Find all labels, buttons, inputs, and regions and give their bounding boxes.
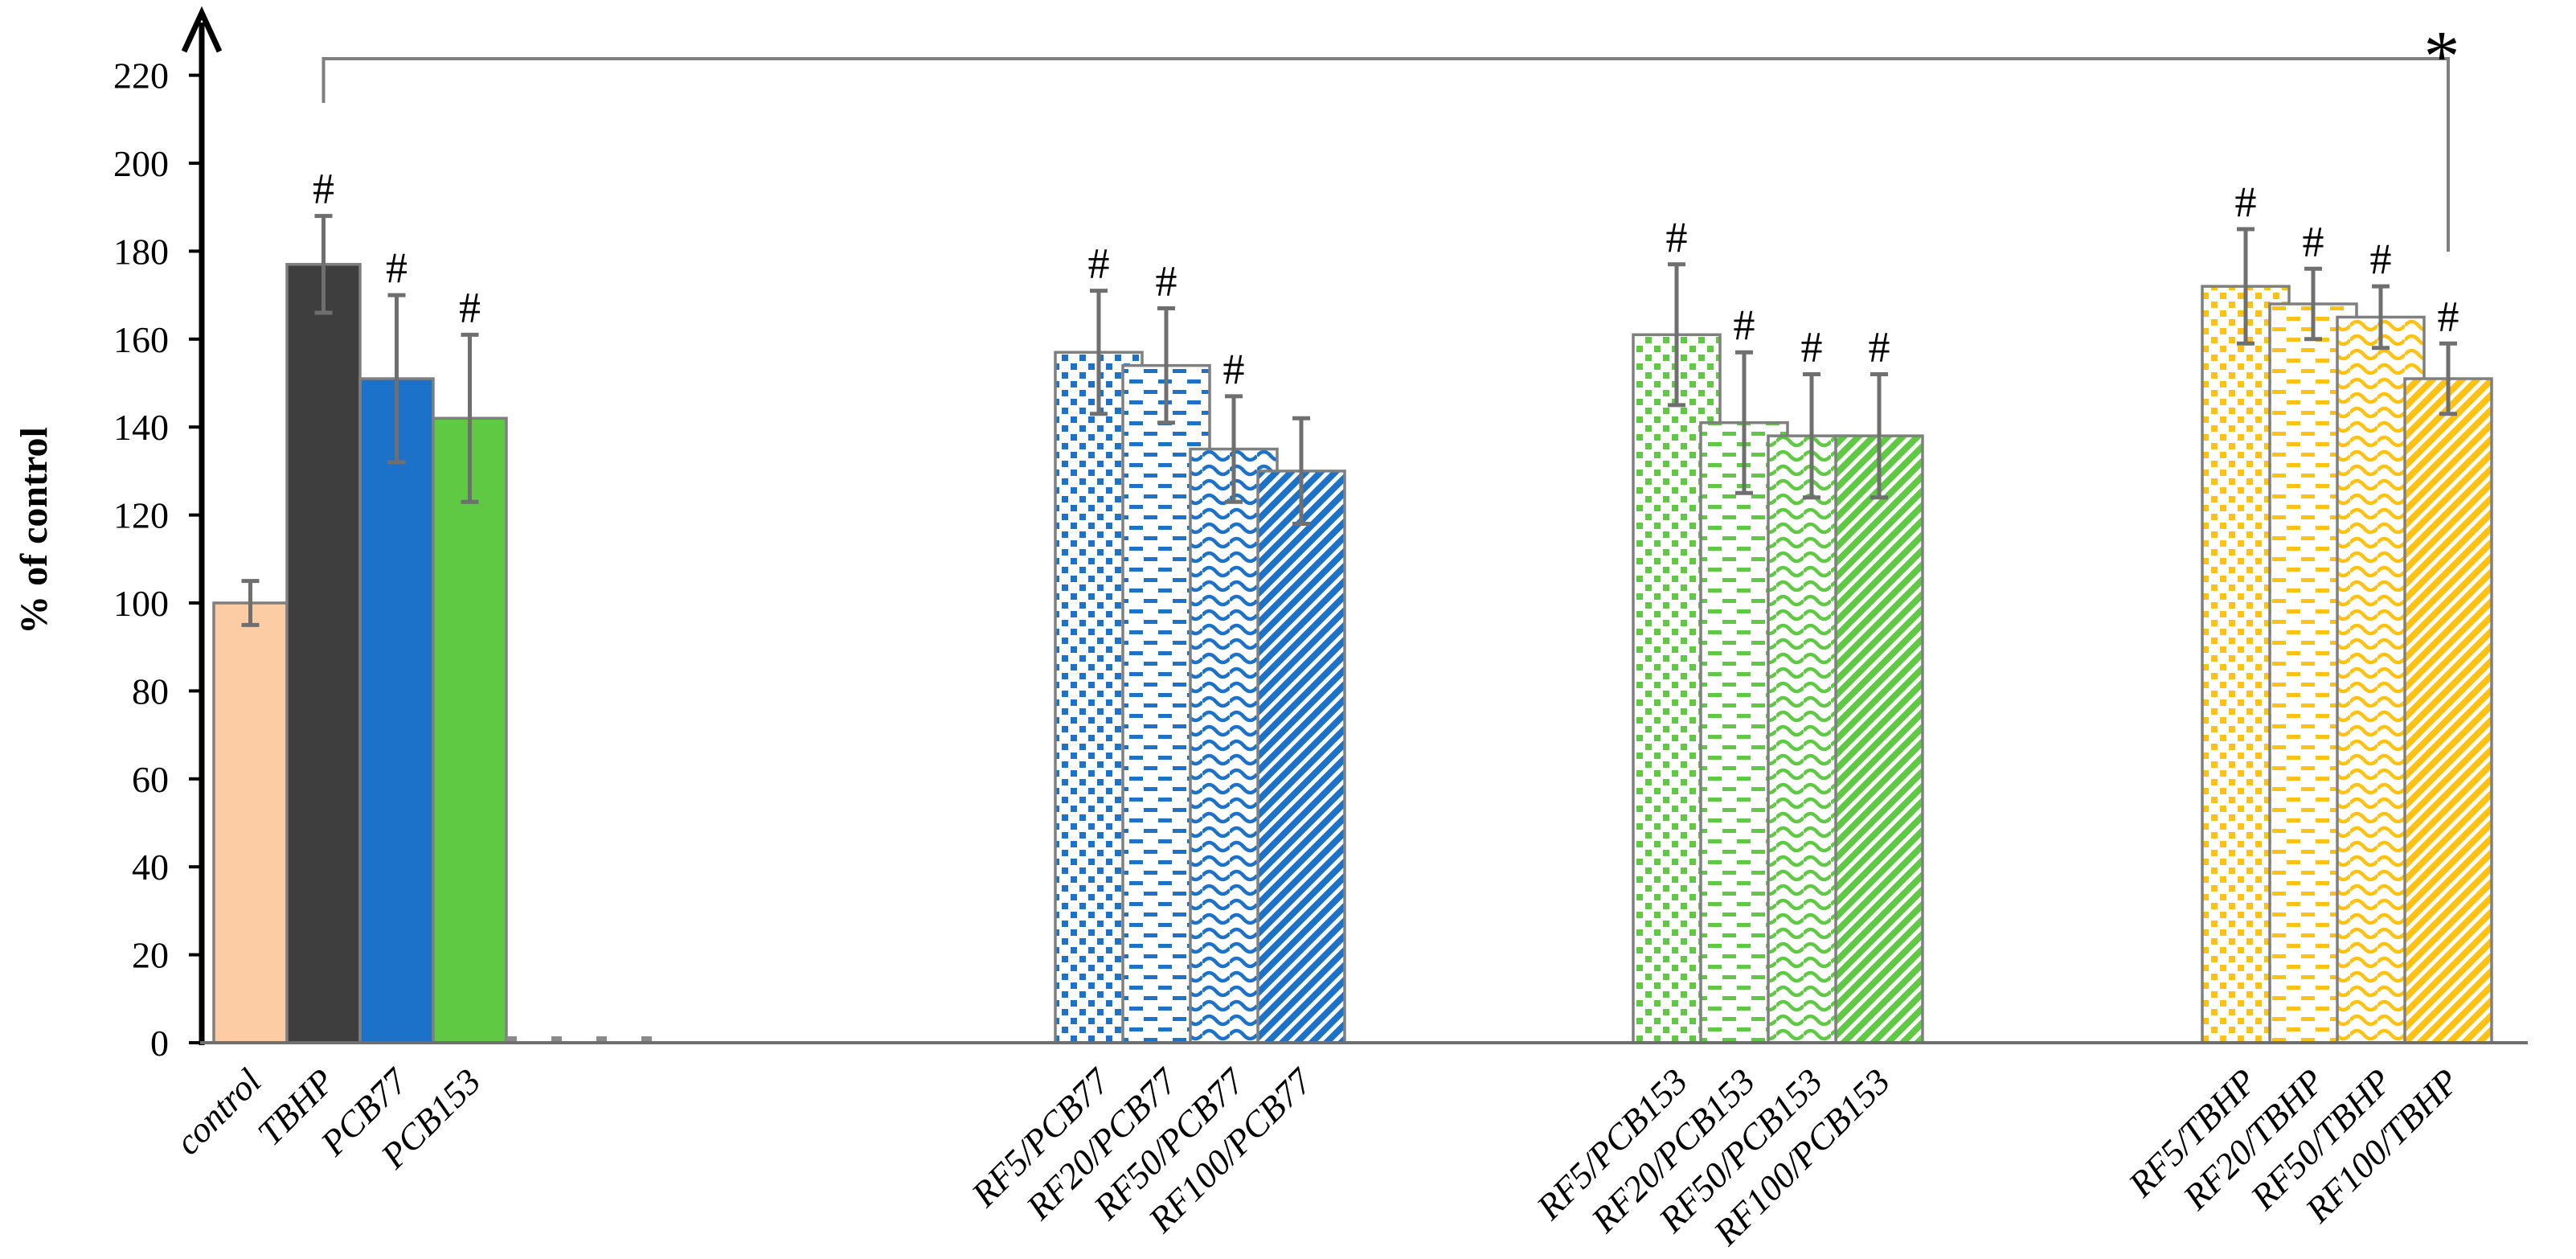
y-axis-tick-label: 0 — [150, 1023, 169, 1064]
bar-tbhp — [285, 263, 362, 1044]
y-axis-tick-label: 200 — [113, 143, 169, 184]
significance-hash: # — [2370, 235, 2392, 283]
bar-control — [212, 601, 289, 1044]
y-axis-tick-label: 20 — [132, 935, 169, 976]
significance-bracket — [321, 57, 2450, 252]
significance-hash: # — [1666, 213, 1688, 261]
empty-category-stub — [506, 1036, 517, 1042]
significance-hash: # — [1734, 301, 1755, 349]
y-axis-tick-label: 100 — [113, 583, 169, 624]
y-axis-tick-label: 160 — [113, 319, 169, 360]
y-axis-tick-label: 120 — [113, 495, 169, 536]
significance-hash: # — [1869, 323, 1890, 371]
bar-rf100-pcb153 — [1834, 434, 1924, 1044]
significance-hash: # — [1223, 345, 1245, 393]
y-axis-title: % of control — [13, 427, 55, 634]
empty-category-stub — [641, 1036, 652, 1042]
y-axis-tick-label: 80 — [132, 671, 169, 712]
y-axis-tick-label: 220 — [113, 55, 169, 96]
significance-hash: # — [1088, 240, 1110, 288]
significance-hash: # — [1156, 257, 1177, 306]
empty-category-stub — [596, 1036, 607, 1042]
bar-rf100-pcb77 — [1256, 470, 1346, 1044]
significance-hash: # — [313, 165, 334, 213]
significance-hash: # — [459, 283, 481, 331]
significance-hash: # — [2303, 217, 2324, 265]
significance-star: * — [2424, 17, 2460, 96]
bar-pcb153 — [432, 416, 508, 1044]
significance-hash: # — [2438, 292, 2459, 340]
y-axis-tick-label: 140 — [113, 407, 169, 448]
x-axis-label: control — [167, 1061, 268, 1163]
significance-hash: # — [1801, 323, 1823, 371]
y-axis-arrow-icon — [181, 6, 223, 53]
significance-hash: # — [386, 244, 407, 292]
y-axis-tick-label: 180 — [113, 231, 169, 272]
bar-pcb77 — [358, 377, 435, 1044]
y-axis-tick-label: 60 — [132, 759, 169, 800]
bar-rf100-tbhp — [2403, 377, 2493, 1044]
y-axis-tick-label: 40 — [132, 847, 169, 888]
empty-category-stub — [551, 1036, 562, 1042]
significance-hash: # — [2235, 178, 2257, 226]
